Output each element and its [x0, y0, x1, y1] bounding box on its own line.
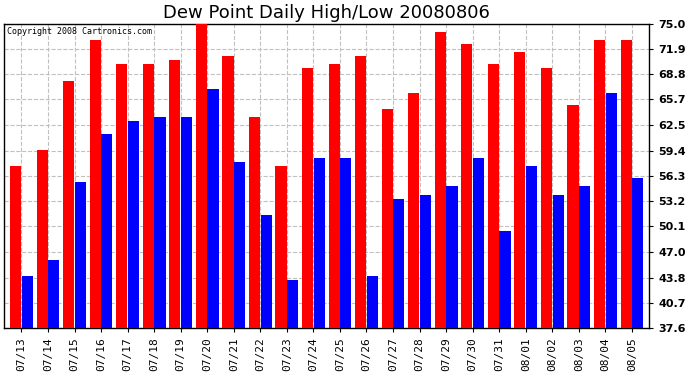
Bar [606, 93, 617, 328]
Bar [594, 40, 605, 328]
Bar [393, 199, 404, 328]
Bar [328, 64, 339, 328]
Bar [249, 117, 260, 328]
Bar [382, 109, 393, 328]
Bar [420, 195, 431, 328]
Bar [101, 134, 112, 328]
Bar [116, 64, 128, 328]
Bar [355, 56, 366, 328]
Text: Copyright 2008 Cartronics.com: Copyright 2008 Cartronics.com [8, 27, 152, 36]
Bar [473, 158, 484, 328]
Bar [367, 276, 378, 328]
Bar [514, 52, 526, 328]
Bar [234, 162, 245, 328]
Bar [21, 276, 33, 328]
Bar [155, 117, 166, 328]
Bar [181, 117, 192, 328]
Bar [169, 60, 180, 328]
Bar [632, 178, 643, 328]
Bar [208, 89, 219, 328]
Bar [48, 260, 59, 328]
Bar [75, 182, 86, 328]
Bar [275, 166, 286, 328]
Bar [63, 81, 75, 328]
Bar [10, 166, 21, 328]
Bar [302, 69, 313, 328]
Bar [446, 186, 457, 328]
Bar [261, 215, 272, 328]
Bar [553, 195, 564, 328]
Bar [37, 150, 48, 328]
Bar [340, 158, 351, 328]
Bar [579, 186, 590, 328]
Bar [314, 158, 325, 328]
Bar [500, 231, 511, 328]
Bar [620, 40, 631, 328]
Bar [287, 280, 298, 328]
Bar [488, 64, 499, 328]
Bar [435, 32, 446, 328]
Bar [196, 20, 207, 328]
Bar [143, 64, 154, 328]
Title: Dew Point Daily High/Low 20080806: Dew Point Daily High/Low 20080806 [164, 4, 490, 22]
Bar [567, 105, 579, 328]
Bar [128, 122, 139, 328]
Bar [90, 40, 101, 328]
Bar [222, 56, 233, 328]
Bar [461, 44, 473, 328]
Bar [526, 166, 538, 328]
Bar [408, 93, 420, 328]
Bar [541, 69, 552, 328]
